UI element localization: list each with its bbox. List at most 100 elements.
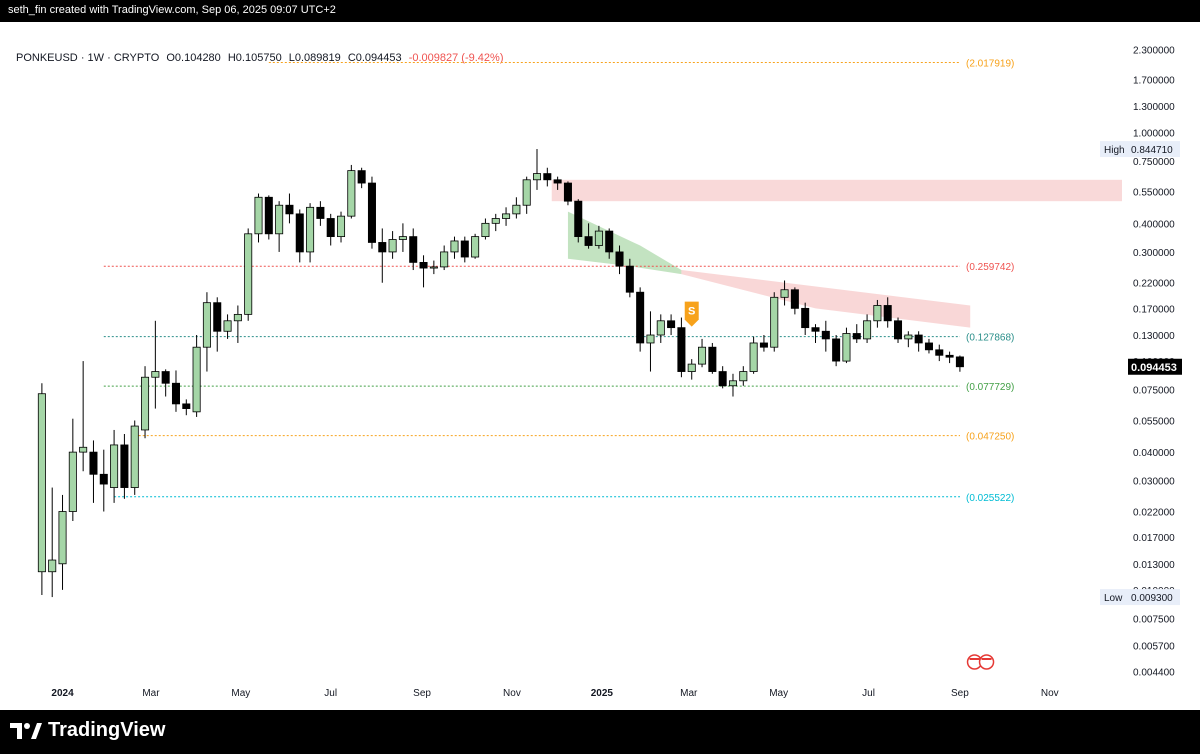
price-axis: 2.300000 1.700000 1.300000 1.000000 0.750000… — [1100, 46, 1182, 678]
candle-bear — [894, 320, 903, 340]
candle-bear — [852, 333, 861, 340]
time-tick-label: Sep — [413, 688, 431, 699]
candle-bull — [347, 170, 356, 217]
candle-bear — [316, 206, 325, 219]
time-tick-label: Jul — [862, 688, 875, 699]
candle-bull — [481, 222, 490, 238]
change-value: -0.009827 (-9.42%) — [408, 52, 504, 64]
price-chart[interactable]: (2.017919) (0.259742) (0.127868) (0.077729)… — [0, 22, 1200, 710]
candle-bull — [512, 204, 521, 215]
extreme-price-badge — [1100, 589, 1180, 606]
candle-bear — [326, 218, 335, 238]
brand[interactable]: TradingView — [10, 719, 165, 742]
tradingview-logo-icon — [10, 722, 42, 739]
level-label: (0.025522) — [966, 493, 1014, 504]
candle-bear — [605, 230, 614, 253]
candle-bear — [295, 213, 304, 253]
candle-bear — [625, 265, 634, 293]
price-tick-label: 0.170000 — [1133, 304, 1175, 315]
price-tick-label: 1.700000 — [1133, 76, 1175, 87]
candle-bull — [337, 215, 346, 238]
candle-bull — [192, 346, 201, 413]
candle-bear — [563, 182, 572, 202]
open-value: O0.104280 — [166, 52, 221, 64]
supply-zone — [551, 179, 1122, 202]
brand-name: TradingView — [48, 719, 166, 741]
candle-bear — [419, 261, 428, 269]
candle-bear — [821, 330, 830, 340]
candle-bull — [842, 333, 851, 362]
candle-bear — [615, 251, 624, 267]
candle-bear — [955, 356, 964, 368]
price-tick-label: 0.007500 — [1133, 614, 1175, 625]
candle-bear — [120, 444, 129, 488]
candle-bull — [904, 334, 913, 340]
price-tick-label: 0.017000 — [1133, 533, 1175, 544]
candle-bear — [367, 182, 376, 243]
time-tick-label: Nov — [1041, 688, 1059, 699]
time-tick-label: Mar — [142, 688, 160, 699]
candle-bull — [780, 289, 789, 298]
level-label: (0.127868) — [966, 333, 1014, 344]
price-tick-label: 0.013000 — [1133, 560, 1175, 571]
price-tick-label: 0.130000 — [1133, 331, 1175, 342]
candle-bull — [532, 173, 542, 181]
candle-bull — [522, 179, 531, 206]
candle-bull — [130, 425, 139, 488]
time-tick-label: 2025 — [591, 688, 614, 699]
candle-bull — [223, 320, 232, 332]
candle-bear — [667, 320, 676, 329]
price-tick-label: 0.750000 — [1133, 157, 1175, 168]
candle-bear — [708, 346, 717, 372]
candle-bull — [110, 444, 119, 488]
candle-bull — [48, 559, 57, 573]
level-label: (0.077729) — [966, 382, 1014, 393]
cloud-bull-zone — [567, 211, 682, 275]
candle-bull — [770, 296, 779, 348]
current-price-label: 0.094453 — [1131, 362, 1177, 374]
candle-bear — [357, 170, 366, 184]
high-value: H0.105750 — [227, 52, 282, 64]
candle-bull — [306, 206, 315, 253]
candle-bear — [935, 349, 944, 356]
level-label: (0.047250) — [966, 432, 1014, 443]
price-tick-label: 0.220000 — [1133, 279, 1175, 290]
candle-bear — [171, 382, 180, 405]
time-tick-label: Jul — [324, 688, 337, 699]
candle-bull — [233, 313, 242, 322]
candle-bull — [728, 380, 737, 387]
candle-bear — [924, 342, 933, 351]
time-tick-label: May — [231, 688, 250, 699]
symbol-sep: · — [80, 52, 88, 64]
candle-bull — [79, 446, 88, 453]
candle-bear — [99, 473, 108, 485]
zones-layer — [551, 179, 1122, 328]
price-tick-label: 0.075000 — [1133, 386, 1175, 397]
extreme-price-name: High — [1104, 145, 1125, 156]
candle-bear — [718, 371, 727, 387]
candle-bear — [574, 200, 583, 238]
price-tick-label: 0.004400 — [1133, 667, 1175, 678]
price-tick-label: 0.022000 — [1133, 508, 1175, 519]
candle-bull — [68, 451, 77, 512]
extreme-price-badge — [1100, 141, 1180, 158]
symbol-sep: · — [107, 52, 114, 64]
candle-bear — [285, 204, 294, 215]
symbol-name: PONKEUSD — [16, 52, 78, 64]
candle-bear — [543, 173, 552, 181]
price-tick-label: 0.550000 — [1133, 188, 1175, 199]
candle-bear — [759, 342, 768, 348]
extreme-price-name: Low — [1104, 593, 1123, 604]
candle-bull — [502, 213, 511, 219]
flag-stripe — [981, 658, 992, 660]
candle-bull — [275, 204, 284, 235]
candle-bull — [244, 233, 253, 315]
levels-layer: (2.017919) (0.259742) (0.127868) (0.077729)… — [103, 59, 1014, 504]
candle-bull — [594, 230, 603, 246]
candle-bull — [646, 334, 655, 344]
cloud-bear-zone — [681, 270, 971, 328]
candle-bear — [584, 236, 593, 246]
candle-bull — [429, 266, 438, 269]
chart-area[interactable]: PONKEUSD · 1W · CRYPTO O0.104280 H0.1057… — [0, 22, 1200, 710]
candle-bull — [37, 393, 46, 573]
